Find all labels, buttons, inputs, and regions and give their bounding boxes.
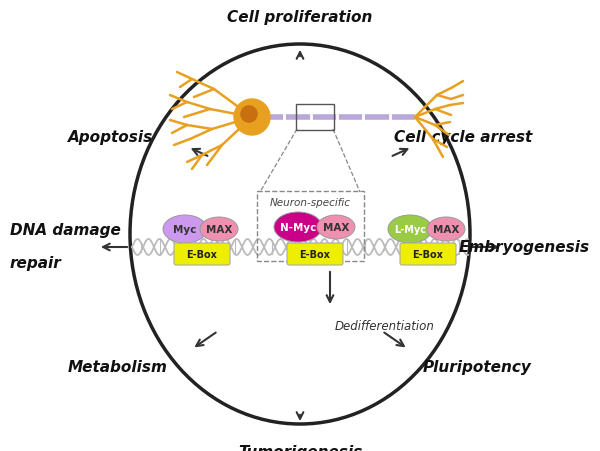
- Text: Myc: Myc: [173, 225, 197, 235]
- Text: MAX: MAX: [323, 222, 349, 232]
- Text: Embryogenesis: Embryogenesis: [459, 240, 590, 255]
- FancyBboxPatch shape: [400, 244, 456, 265]
- Text: E-Box: E-Box: [413, 249, 443, 259]
- Ellipse shape: [163, 216, 207, 244]
- Text: Cell cycle arrest: Cell cycle arrest: [394, 130, 532, 145]
- Text: Metabolism: Metabolism: [68, 360, 168, 375]
- Text: DNA damage: DNA damage: [10, 222, 121, 238]
- Ellipse shape: [200, 217, 238, 241]
- FancyBboxPatch shape: [174, 244, 230, 265]
- Text: Dedifferentiation: Dedifferentiation: [335, 319, 435, 332]
- Circle shape: [241, 107, 257, 123]
- Text: E-Box: E-Box: [187, 249, 217, 259]
- Text: Tumorigenesis: Tumorigenesis: [238, 444, 362, 451]
- Ellipse shape: [427, 217, 465, 241]
- Text: Pluripotency: Pluripotency: [423, 360, 532, 375]
- Ellipse shape: [388, 216, 432, 244]
- Text: Neuron-specific: Neuron-specific: [269, 198, 350, 207]
- Text: MAX: MAX: [206, 225, 232, 235]
- FancyBboxPatch shape: [287, 244, 343, 265]
- Text: MAX: MAX: [433, 225, 459, 235]
- Text: N-Myc: N-Myc: [280, 222, 316, 232]
- Circle shape: [234, 100, 270, 136]
- Text: Cell proliferation: Cell proliferation: [227, 10, 373, 25]
- Text: E-Box: E-Box: [299, 249, 331, 259]
- Ellipse shape: [274, 212, 322, 243]
- Text: L-Myc: L-Myc: [394, 225, 426, 235]
- Text: Apoptosis: Apoptosis: [68, 130, 153, 145]
- Ellipse shape: [317, 216, 355, 239]
- Text: repair: repair: [10, 255, 62, 271]
